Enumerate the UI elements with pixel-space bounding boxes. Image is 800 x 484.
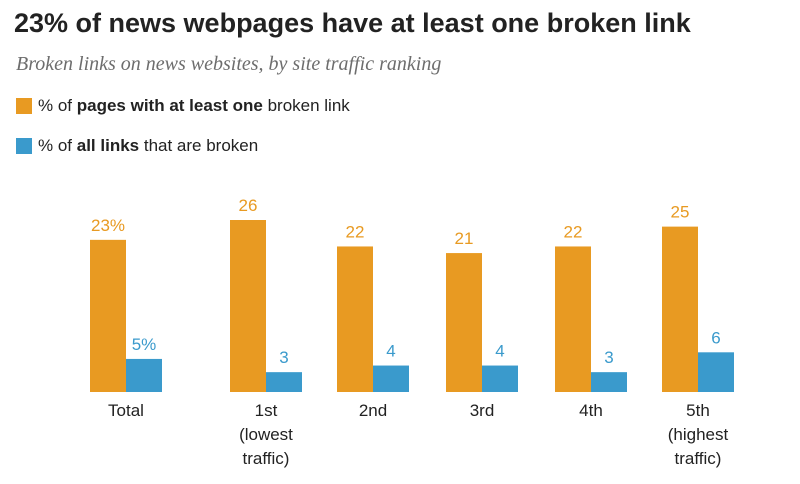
bar-pages-2 bbox=[337, 246, 373, 392]
data-label-pages-5: 25 bbox=[671, 203, 690, 222]
data-label-pages-2: 22 bbox=[346, 222, 365, 241]
bar-links-0 bbox=[126, 358, 162, 392]
legend-swatch-links bbox=[16, 138, 32, 154]
bar-pages-4 bbox=[555, 246, 591, 392]
legend-item-links: % of all links that are broken bbox=[16, 136, 258, 156]
category-label-5-0: 5th bbox=[686, 401, 710, 420]
legend-swatch-pages bbox=[16, 98, 32, 114]
category-label-0-0: Total bbox=[108, 401, 144, 420]
legend-label-pages: % of pages with at least one broken link bbox=[38, 96, 350, 115]
category-label-1-2: traffic) bbox=[243, 449, 290, 468]
data-label-pages-4: 22 bbox=[564, 222, 583, 241]
category-label-4-0: 4th bbox=[579, 401, 603, 420]
data-label-links-2: 4 bbox=[386, 342, 395, 361]
category-label-5-1: (highest bbox=[668, 425, 729, 444]
data-label-pages-3: 21 bbox=[455, 229, 474, 248]
data-label-pages-0: 23% bbox=[91, 216, 125, 235]
category-label-3-0: 3rd bbox=[470, 401, 495, 420]
data-label-links-3: 4 bbox=[495, 342, 504, 361]
category-label-1-0: 1st bbox=[255, 401, 278, 420]
bar-pages-3 bbox=[446, 253, 482, 392]
bar-pages-1 bbox=[230, 220, 266, 392]
bar-links-3 bbox=[482, 365, 518, 392]
category-label-5-2: traffic) bbox=[675, 449, 722, 468]
bar-pages-5 bbox=[662, 226, 698, 392]
bar-links-4 bbox=[591, 372, 627, 392]
bar-links-1 bbox=[266, 372, 302, 392]
legend-label-links: % of all links that are broken bbox=[38, 136, 259, 155]
chart-title: 23% of news webpages have at least one b… bbox=[14, 8, 691, 38]
legend-item-pages: % of pages with at least one broken link bbox=[16, 96, 350, 116]
data-label-links-1: 3 bbox=[279, 348, 288, 367]
data-label-links-0: 5% bbox=[132, 335, 157, 354]
chart-subtitle: Broken links on news websites, by site t… bbox=[16, 53, 442, 75]
data-label-links-4: 3 bbox=[604, 348, 613, 367]
data-label-links-5: 6 bbox=[711, 328, 720, 347]
category-label-2-0: 2nd bbox=[359, 401, 387, 420]
bar-pages-0 bbox=[90, 239, 126, 392]
category-label-1-1: (lowest bbox=[239, 425, 293, 444]
data-label-pages-1: 26 bbox=[239, 196, 258, 215]
bar-links-5 bbox=[698, 352, 734, 392]
bar-links-2 bbox=[373, 365, 409, 392]
